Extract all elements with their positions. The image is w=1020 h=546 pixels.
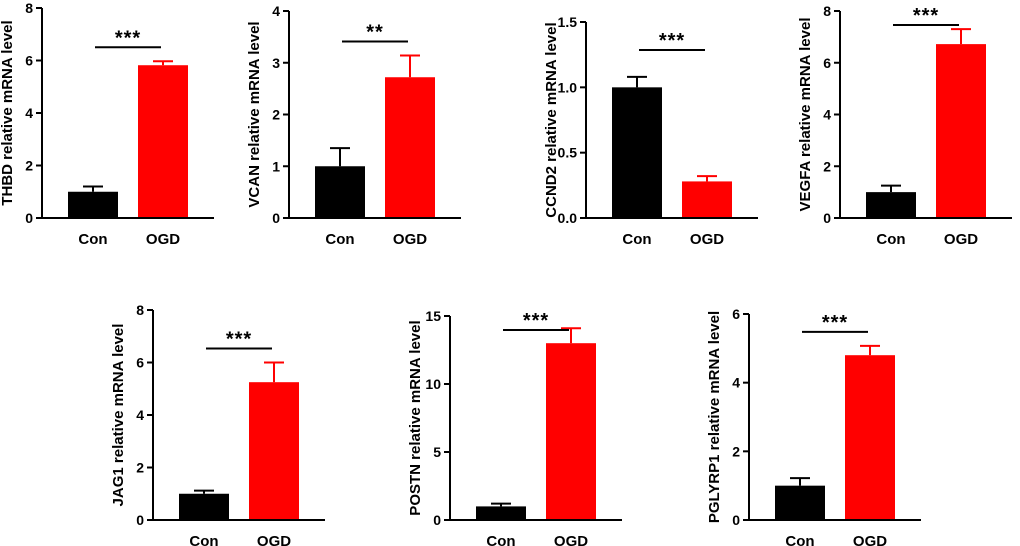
- category-label-ogd: OGD: [393, 231, 427, 248]
- category-label-con: Con: [325, 231, 354, 248]
- y-tick-label: 2: [272, 107, 280, 123]
- y-tick-label: 2: [732, 443, 740, 459]
- y-tick-label: 3: [272, 55, 280, 71]
- y-tick-label: 0.0: [558, 210, 578, 226]
- significance-label: ***: [659, 30, 685, 52]
- bar-con: [68, 191, 118, 218]
- y-tick-label: 0.5: [558, 145, 578, 161]
- y-axis-title: POSTN relative mRNA level: [407, 320, 424, 515]
- y-tick-label: 0: [433, 512, 441, 528]
- chart-panel-1: Con OGD 0 2 4 6 8 THBD relative mRNA level ***: [0, 0, 214, 248]
- y-tick-label: 1: [272, 158, 280, 174]
- y-axis-title: JAG1 relative mRNA level: [110, 324, 127, 507]
- chart-panel-7: Con OGD 0 2 4 6 PGLYRP1 relative mRNA level ***: [706, 306, 921, 546]
- significance-label: ***: [115, 27, 141, 49]
- bar-ogd: [936, 44, 986, 219]
- y-tick-label: 4: [272, 3, 280, 19]
- chart-panel-2: Con OGD 0 1 2 3 4 VCAN relative mRNA level **: [246, 3, 461, 248]
- category-label-ogd: OGD: [944, 231, 978, 248]
- category-label-ogd: OGD: [146, 231, 180, 248]
- bar-ogd: [138, 65, 188, 218]
- y-tick-label: 10: [425, 376, 441, 392]
- y-tick-label: 4: [732, 375, 740, 391]
- y-tick-label: 0: [25, 210, 33, 226]
- bar-ogd: [845, 355, 895, 520]
- significance-label: ***: [226, 329, 252, 351]
- chart-panel-4: Con OGD 0 2 4 6 8 VEGFA relative mRNA level ***: [797, 3, 1012, 248]
- category-label-con: Con: [785, 533, 814, 546]
- category-label-ogd: OGD: [690, 231, 724, 248]
- y-tick-label: 4: [823, 107, 831, 123]
- y-tick-label: 6: [136, 355, 144, 371]
- bar-con: [612, 87, 662, 218]
- y-tick-label: 4: [136, 407, 144, 423]
- y-tick-label: 2: [136, 460, 144, 476]
- y-tick-label: 4: [25, 105, 33, 121]
- bar-con: [866, 192, 916, 218]
- bar-con: [775, 485, 825, 520]
- y-tick-label: 2: [25, 158, 33, 174]
- category-label-con: Con: [78, 231, 107, 248]
- significance-label: ***: [913, 5, 939, 27]
- significance-label: **: [366, 22, 384, 44]
- significance-label: ***: [523, 310, 549, 332]
- y-axis-title: CCND2 relative mRNA level: [543, 22, 560, 217]
- y-axis-title: VCAN relative mRNA level: [246, 21, 263, 207]
- category-label-con: Con: [486, 533, 515, 546]
- bar-ogd: [546, 343, 596, 520]
- y-tick-label: 5: [433, 444, 441, 460]
- y-tick-label: 8: [823, 3, 831, 19]
- y-tick-label: 6: [823, 55, 831, 71]
- chart-panel-5: Con OGD 0 2 4 6 8 JAG1 relative mRNA level ***: [110, 302, 325, 546]
- significance-label: ***: [822, 312, 848, 334]
- y-tick-label: 8: [136, 302, 144, 318]
- bar-ogd: [249, 382, 299, 520]
- category-label-ogd: OGD: [257, 533, 291, 546]
- category-label-con: Con: [189, 533, 218, 546]
- bar-con: [476, 506, 526, 520]
- y-tick-label: 0: [272, 210, 280, 226]
- bar-ogd: [385, 77, 435, 219]
- category-label-ogd: OGD: [554, 533, 588, 546]
- y-tick-label: 6: [732, 306, 740, 322]
- category-label-con: Con: [876, 231, 905, 248]
- y-tick-label: 0: [136, 512, 144, 528]
- y-axis-title: PGLYRP1 relative mRNA level: [706, 311, 723, 523]
- bar-con: [315, 166, 365, 218]
- y-axis-title: VEGFA relative mRNA level: [797, 18, 814, 212]
- y-tick-label: 0: [823, 210, 831, 226]
- bar-ogd: [682, 181, 732, 218]
- y-axis-title: THBD relative mRNA level: [0, 20, 16, 205]
- y-tick-label: 0: [732, 512, 740, 528]
- y-tick-label: 8: [25, 0, 33, 16]
- y-tick-label: 6: [25, 53, 33, 69]
- y-tick-label: 15: [425, 308, 441, 324]
- y-tick-label: 1.5: [558, 14, 578, 30]
- bar-con: [179, 493, 229, 520]
- category-label-con: Con: [622, 231, 651, 248]
- category-label-ogd: OGD: [853, 533, 887, 546]
- y-tick-label: 2: [823, 158, 831, 174]
- y-tick-label: 1.0: [558, 79, 578, 95]
